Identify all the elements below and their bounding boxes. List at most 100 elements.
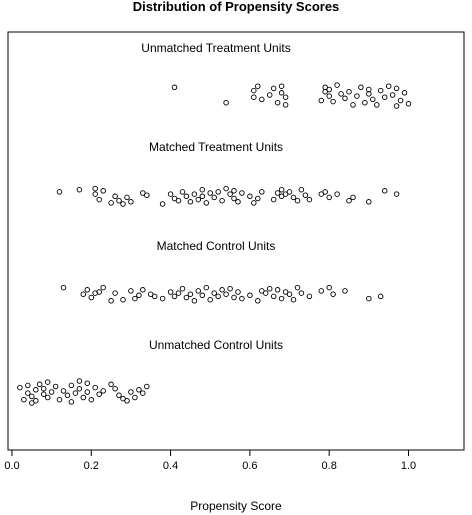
x-axis: 0.0 0.2 0.4 0.6 0.8 1.0 [4, 450, 416, 472]
data-point [29, 400, 35, 406]
data-point [326, 194, 332, 201]
data-point [68, 399, 75, 405]
data-point [223, 291, 229, 297]
data-point [144, 192, 150, 198]
data-point [88, 396, 95, 403]
data-point [144, 383, 150, 390]
data-point [334, 191, 340, 197]
data-point [374, 102, 380, 108]
data-point [187, 291, 194, 297]
data-point [112, 290, 118, 296]
data-point [120, 201, 126, 207]
data-point [298, 290, 305, 296]
chart-title: Distribution of Propensity Scores [133, 0, 340, 14]
data-point [48, 389, 55, 395]
data-point [159, 201, 166, 207]
data-point [377, 87, 384, 94]
data-point [338, 91, 344, 97]
data-point [251, 94, 257, 100]
data-point [52, 383, 59, 390]
data-point [140, 287, 146, 293]
data-point [235, 289, 241, 295]
data-point [266, 92, 273, 98]
data-point [370, 96, 376, 103]
data-point [195, 196, 202, 203]
data-point [183, 294, 190, 301]
data-point [132, 394, 138, 401]
group-label: Matched Treatment Units [149, 140, 283, 154]
data-point [334, 82, 340, 88]
data-point [124, 398, 130, 404]
data-point [29, 393, 35, 400]
data-point [278, 193, 285, 200]
data-point [282, 94, 289, 100]
data-point [255, 298, 261, 304]
data-point [239, 190, 245, 196]
data-point [223, 185, 229, 192]
data-point [366, 295, 372, 302]
data-point [366, 86, 372, 93]
data-point [247, 193, 253, 200]
groups-layer: Unmatched Treatment Units Matched Treatme… [17, 41, 412, 406]
data-point [274, 99, 281, 106]
data-point [397, 97, 404, 104]
data-point [44, 379, 51, 385]
data-point [362, 99, 368, 106]
data-point [270, 293, 277, 300]
group-label: Matched Control Units [157, 239, 276, 253]
data-point [235, 199, 241, 205]
data-point [259, 189, 265, 195]
data-point [286, 291, 293, 297]
data-point [96, 391, 102, 397]
data-point [96, 289, 102, 295]
data-point [100, 388, 106, 394]
data-point [147, 291, 154, 297]
data-point [151, 293, 158, 300]
data-point [171, 293, 178, 300]
data-point [171, 84, 178, 91]
data-point [76, 378, 83, 384]
data-point [84, 287, 91, 293]
data-point [100, 188, 106, 194]
data-point [128, 199, 134, 205]
data-point [294, 284, 301, 291]
data-point [76, 186, 83, 193]
data-point [322, 189, 328, 195]
data-point [60, 388, 67, 394]
data-point [318, 97, 325, 104]
data-point [112, 193, 118, 200]
data-point [116, 197, 122, 204]
data-point [350, 102, 356, 108]
data-point [175, 197, 182, 204]
data-point [108, 381, 114, 388]
x-tick-label: 0.4 [163, 460, 178, 472]
data-point [124, 194, 130, 201]
data-point [219, 287, 225, 293]
data-point [278, 83, 285, 89]
data-point [33, 387, 39, 393]
data-point [223, 99, 229, 106]
data-point [358, 84, 364, 91]
data-point [278, 90, 285, 96]
data-point [80, 394, 87, 401]
data-point [140, 190, 146, 196]
data-point [25, 382, 31, 389]
data-point [64, 392, 71, 399]
data-point [199, 186, 206, 193]
plot-frame [7, 31, 465, 451]
data-point [366, 199, 372, 205]
data-point [274, 190, 281, 196]
data-point [274, 287, 281, 293]
x-tick-label: 1.0 [401, 460, 416, 472]
data-point [60, 284, 67, 291]
data-point [231, 188, 237, 194]
data-point [322, 84, 328, 91]
data-point [203, 200, 210, 206]
group-label: Unmatched Treatment Units [141, 41, 290, 55]
data-point [346, 197, 352, 204]
data-point [393, 85, 400, 92]
data-point [278, 295, 285, 302]
data-point [40, 385, 47, 392]
data-point [128, 389, 134, 395]
